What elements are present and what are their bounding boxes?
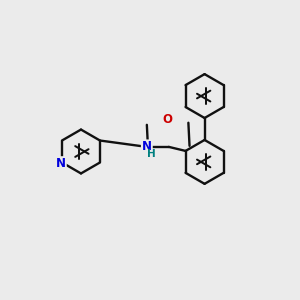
Text: N: N [56,157,66,170]
Text: H: H [147,149,156,159]
Text: N: N [142,140,152,153]
Text: O: O [163,113,172,126]
